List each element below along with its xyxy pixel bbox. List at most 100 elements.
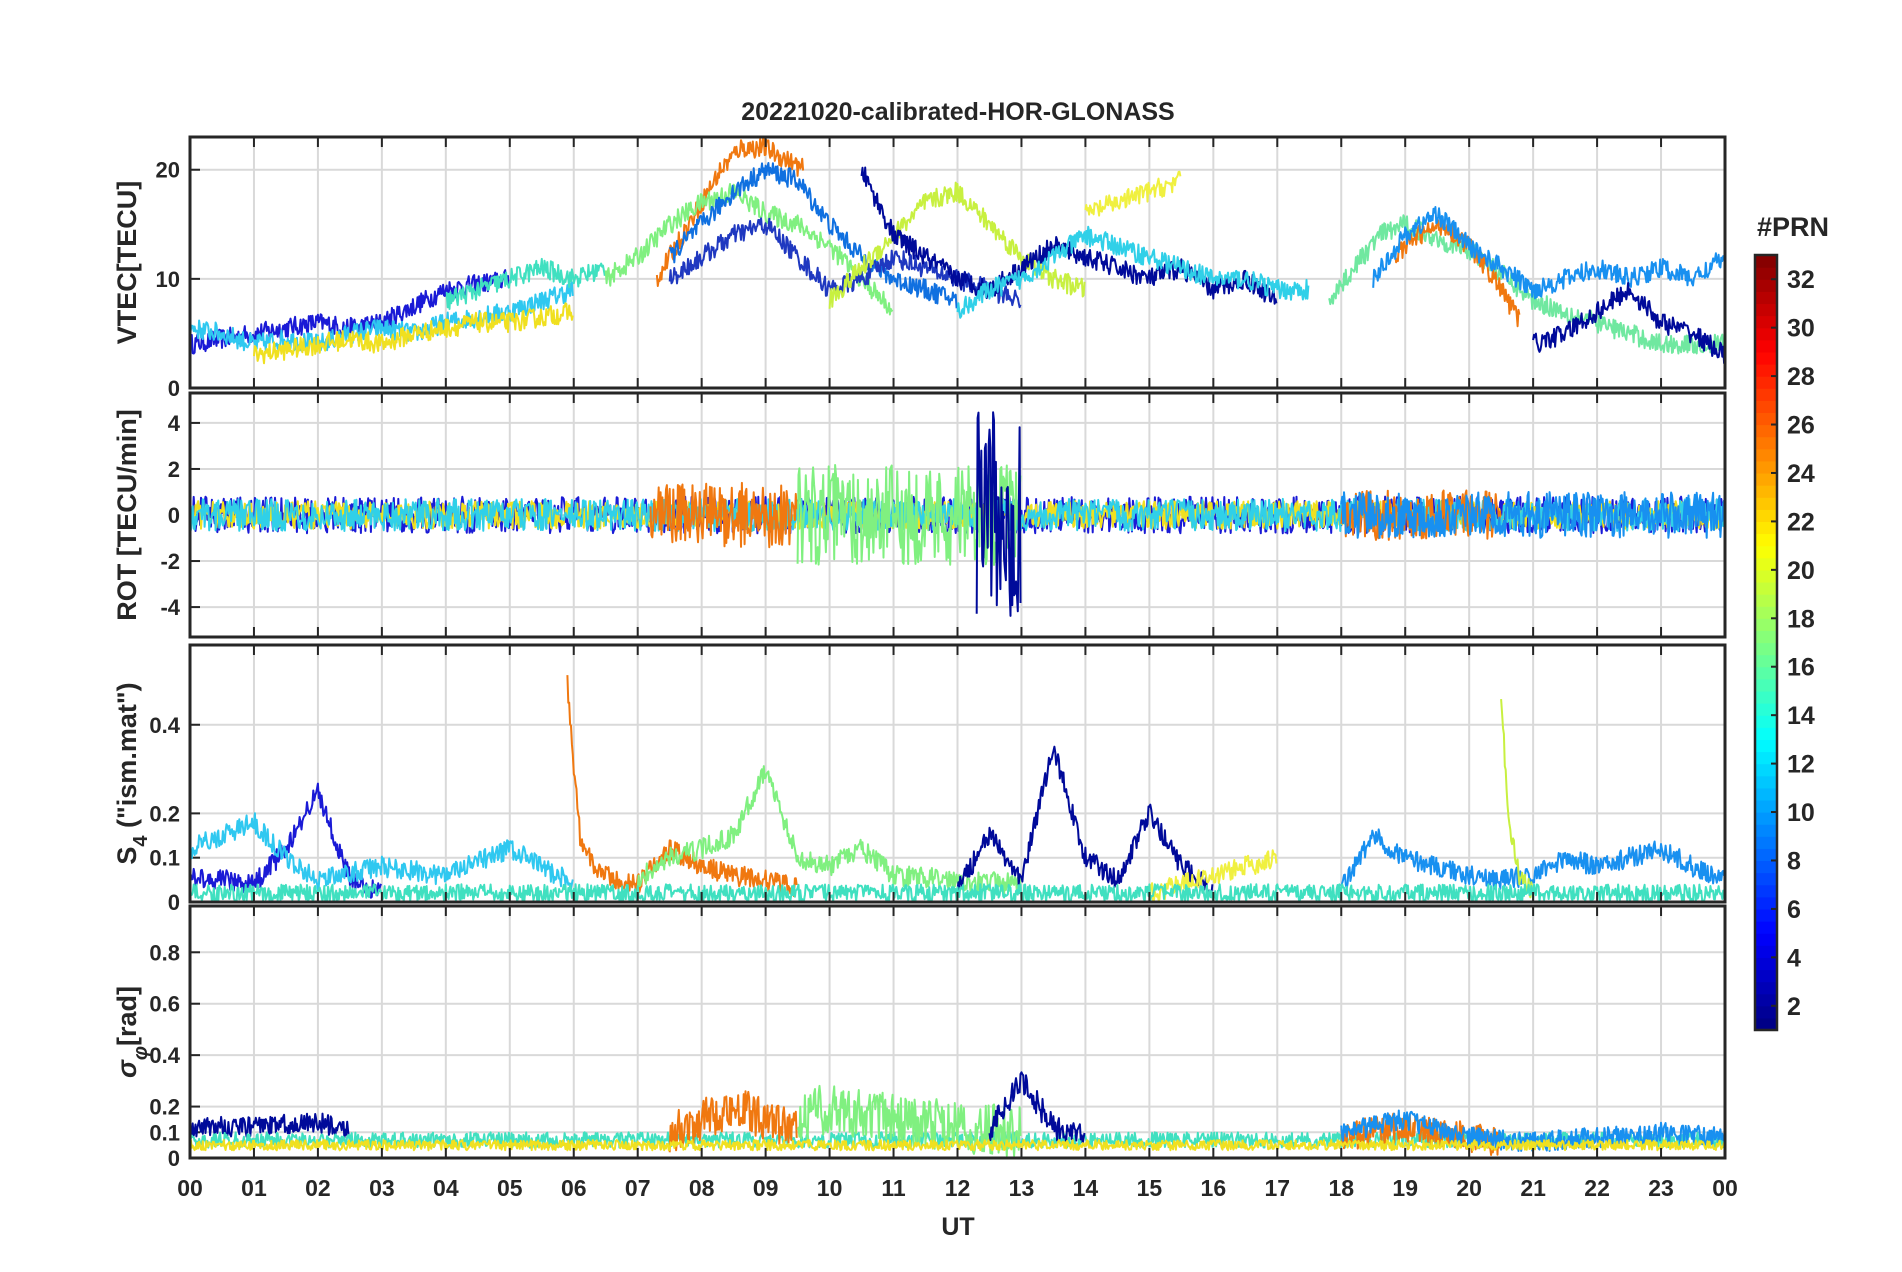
y-tick-label: 0.8: [149, 940, 180, 965]
y-axis-label: ROT [TECU/min]: [112, 409, 142, 620]
colorbar-segment: [1755, 497, 1777, 510]
series-line-5: [956, 745, 1214, 896]
colorbar-segment: [1755, 327, 1777, 341]
colorbar-segment: [1755, 836, 1777, 849]
colorbar-tick-label: 28: [1787, 363, 1815, 391]
series-line-6: [975, 411, 1022, 617]
y-axis-label: VTEC[TECU]: [112, 181, 142, 345]
x-tick-label: 04: [433, 1175, 459, 1201]
colorbar-segment: [1755, 678, 1777, 692]
colorbar-segment: [1755, 848, 1777, 862]
series-line-4: [636, 765, 1022, 895]
colorbar-tick-label: 26: [1787, 412, 1815, 440]
series-line-3: [668, 1090, 798, 1153]
colorbar-tick-label: 32: [1787, 266, 1815, 294]
colorbar-segment: [1755, 569, 1777, 583]
y-tick-label: -2: [160, 549, 180, 574]
series-line-8: [190, 1139, 1725, 1152]
colorbar-tick-label: 30: [1787, 315, 1815, 343]
colorbar-segment: [1755, 545, 1777, 559]
colorbar-segment: [1755, 606, 1777, 619]
colorbar-segment: [1755, 921, 1777, 934]
series-line-4: [796, 1084, 1022, 1157]
series-line-12: [1084, 170, 1182, 217]
colorbar-segment: [1755, 509, 1777, 523]
colorbar-segment: [1755, 1005, 1777, 1019]
colorbar-segment: [1755, 993, 1777, 1007]
series-group: [190, 137, 1725, 365]
series-line-11: [956, 225, 1310, 319]
series-line-14: [1391, 217, 1521, 328]
panel-1: 0 10 20 VTEC[TECU]: [112, 135, 1727, 401]
colorbar-segment: [1755, 279, 1777, 292]
x-tick-label: 00: [177, 1175, 203, 1201]
colorbar-tick-label: 12: [1787, 751, 1815, 779]
y-tick-label: 4: [168, 411, 181, 436]
colorbar-segment: [1755, 400, 1777, 414]
x-tick-label: 14: [1073, 1175, 1099, 1201]
x-tick-label: 02: [305, 1175, 331, 1201]
y-tick-label: 0.1: [149, 846, 180, 871]
colorbar-segment: [1755, 557, 1777, 571]
colorbar-segment: [1755, 303, 1777, 317]
colorbar-segment: [1755, 715, 1777, 728]
colorbar-segment: [1755, 763, 1777, 777]
x-tick-label: 03: [369, 1175, 395, 1201]
colorbar-segment: [1755, 618, 1777, 631]
colorbar-tick-label: 18: [1787, 605, 1815, 633]
series-line-5: [988, 1071, 1086, 1145]
colorbar-segment: [1755, 388, 1777, 401]
colorbar-segment: [1755, 485, 1777, 498]
y-tick-label: -4: [160, 595, 180, 620]
colorbar-tick-label: 10: [1787, 799, 1815, 827]
y-tick-label: 0.2: [149, 1095, 180, 1120]
series-line-7: [668, 162, 958, 309]
y-tick-label: 0.4: [149, 713, 180, 738]
y-axis-label: S4 ("ism.mat"): [112, 682, 152, 864]
colorbar-segment: [1755, 291, 1777, 305]
x-tick-label: 01: [241, 1175, 267, 1201]
colorbar-segment: [1755, 812, 1777, 825]
series-line-8: [1500, 699, 1534, 899]
series-group: [190, 1071, 1725, 1157]
colorbar-segment: [1755, 727, 1777, 740]
y-tick-label: 10: [156, 267, 180, 292]
colorbar-segment: [1755, 594, 1777, 607]
series-line-15: [1372, 206, 1725, 300]
chart-title: 20221020-calibrated-HOR-GLONASS: [741, 98, 1174, 126]
colorbar-segment: [1755, 969, 1777, 983]
colorbar-segment: [1755, 872, 1777, 886]
x-tick-label: 18: [1328, 1175, 1354, 1201]
x-tick-label: 15: [1137, 1175, 1163, 1201]
colorbar-segment: [1755, 933, 1777, 946]
series-group: [190, 411, 1725, 617]
colorbar-segment: [1755, 739, 1777, 753]
colorbar-segment: [1755, 751, 1777, 765]
series-line-1: [190, 1112, 350, 1140]
colorbar-segment: [1755, 376, 1777, 389]
panel-frame: [188, 643, 1727, 904]
colorbar-tick-label: 22: [1787, 508, 1815, 536]
x-tick-label: 00: [1712, 1175, 1738, 1201]
series-line-2: [190, 812, 574, 891]
colorbar-segment: [1755, 267, 1777, 280]
y-tick-label: 0: [168, 376, 180, 401]
colorbar-segment: [1755, 351, 1777, 365]
colorbar-title: #PRN: [1757, 212, 1829, 242]
panel-frame: [188, 904, 1727, 1160]
x-tick-label: 16: [1201, 1175, 1227, 1201]
x-tick-label: 09: [753, 1175, 779, 1201]
colorbar-segment: [1755, 436, 1777, 450]
colorbar-segment: [1755, 860, 1777, 874]
series-line-7: [1340, 828, 1725, 891]
colorbar-segment: [1755, 824, 1777, 837]
y-tick-label: 0.1: [149, 1120, 180, 1145]
y-tick-label: 0: [168, 503, 180, 528]
y-axis-label: σφ[rad]: [112, 986, 152, 1078]
colorbar-segment: [1755, 775, 1777, 789]
series-line-13: [1328, 214, 1725, 355]
series-line-3: [253, 302, 574, 365]
colorbar-segment: [1755, 666, 1777, 680]
x-tick-label: 10: [817, 1175, 843, 1201]
